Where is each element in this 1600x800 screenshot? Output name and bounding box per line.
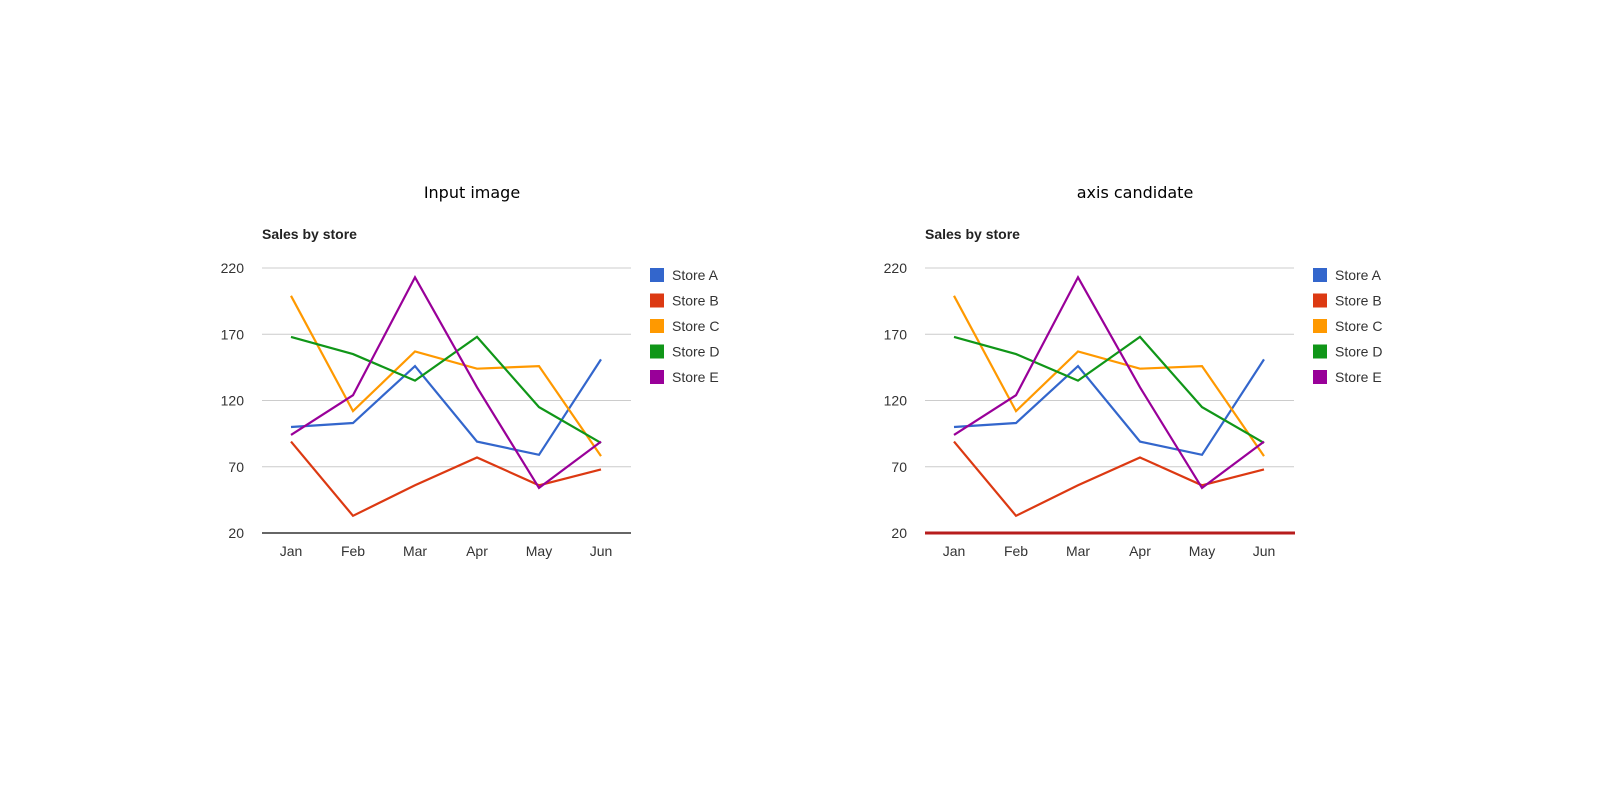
- legend-swatch: [650, 319, 664, 333]
- chart-title: Sales by store: [262, 226, 357, 242]
- y-tick-label: 70: [891, 459, 907, 475]
- series-line-store-a: [953, 358, 1265, 457]
- x-tick-label: Mar: [403, 543, 427, 559]
- x-tick-label: May: [1189, 543, 1215, 559]
- series-line-store-b: [953, 440, 1265, 518]
- series-line-store-a: [290, 358, 602, 457]
- legend-swatch: [1313, 293, 1327, 308]
- legend-swatch: [650, 370, 664, 384]
- y-tick-label: 20: [228, 525, 244, 541]
- chart-panel-input: Input image Sales by store 20 70 120 170 220 Ja…: [221, 183, 720, 559]
- chart-panel-candidate: axis candidate Sales by store 20 70 120 170 22…: [884, 183, 1383, 559]
- legend-label: Store A: [1335, 267, 1382, 283]
- legend-swatch: [1313, 268, 1327, 282]
- legend-swatch: [1313, 344, 1327, 359]
- legend-label: Store B: [672, 293, 719, 309]
- series-line-store-c: [953, 295, 1265, 457]
- panel-title: axis candidate: [1077, 183, 1194, 202]
- x-tick-label: Jan: [943, 543, 966, 559]
- legend-swatch: [1313, 319, 1327, 333]
- panel-title: Input image: [424, 183, 520, 202]
- chart-title: Sales by store: [925, 226, 1020, 242]
- legend-label: Store E: [1335, 369, 1382, 385]
- legend-swatch: [650, 293, 664, 308]
- x-tick-label: Apr: [1129, 543, 1151, 559]
- legend-swatch: [1313, 370, 1327, 384]
- series-line-store-e: [953, 275, 1265, 490]
- legend-label: Store A: [672, 267, 719, 283]
- x-tick-label: Feb: [1004, 543, 1028, 559]
- x-tick-label: Mar: [1066, 543, 1090, 559]
- x-tick-label: Jun: [590, 543, 613, 559]
- series-line-store-e: [290, 275, 602, 490]
- legend-swatch: [650, 344, 664, 359]
- y-tick-label: 170: [221, 326, 245, 342]
- legend-label: Store B: [1335, 293, 1382, 309]
- y-tick-label: 220: [884, 260, 908, 276]
- x-tick-label: Jun: [1253, 543, 1276, 559]
- legend-label: Store E: [672, 369, 719, 385]
- series-line-store-b: [290, 440, 602, 518]
- y-tick-label: 220: [221, 260, 245, 276]
- y-tick-label: 170: [884, 326, 908, 342]
- legend-label: Store C: [672, 318, 719, 334]
- x-tick-label: Feb: [341, 543, 365, 559]
- legend-label: Store C: [1335, 318, 1382, 334]
- series-line-store-d: [953, 335, 1265, 444]
- y-tick-label: 120: [884, 393, 908, 409]
- legend-label: Store D: [672, 344, 719, 360]
- y-tick-label: 70: [228, 459, 244, 475]
- x-tick-label: May: [526, 543, 552, 559]
- legend-swatch: [650, 268, 664, 282]
- y-tick-label: 120: [221, 393, 245, 409]
- x-tick-label: Jan: [280, 543, 303, 559]
- x-tick-label: Apr: [466, 543, 488, 559]
- legend-label: Store D: [1335, 344, 1382, 360]
- series-line-store-c: [290, 295, 602, 457]
- y-tick-label: 20: [891, 525, 907, 541]
- series-line-store-d: [290, 335, 602, 444]
